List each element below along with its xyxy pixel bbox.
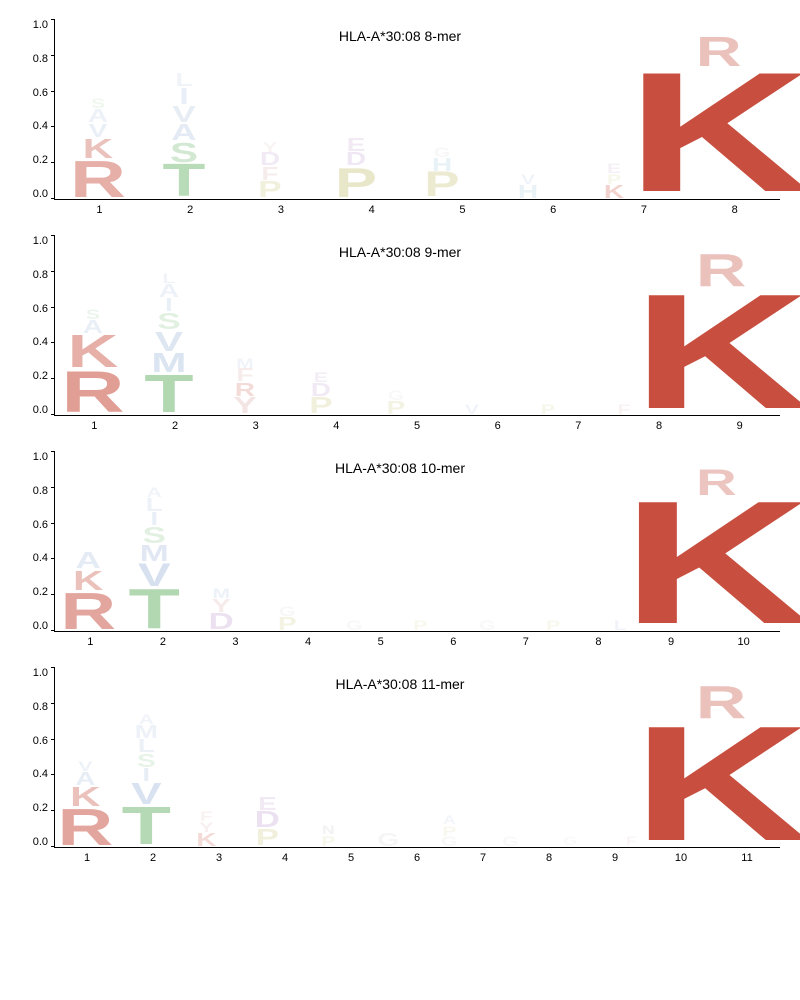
y-tick-label: 0.8	[33, 54, 48, 65]
sequence-logo-panels: HLA-A*30:08 8-mer1.00.80.60.40.20.0RKVAS…	[20, 20, 780, 864]
logo-letter: R	[632, 253, 800, 289]
y-tick-label: 1.0	[33, 452, 48, 463]
x-tick-label: 5	[344, 632, 417, 648]
x-tick-label: 7	[490, 632, 563, 648]
plot-area: RKVASTSAVILPFDYPDEPHGHVKPEKR	[54, 20, 780, 200]
columns: RKAVTVISLMAKYFPDEPNGGPAGGFKR	[55, 668, 780, 847]
plot-area: RKATVMSILADYMPGGPGPLKR	[54, 452, 780, 632]
logo-letter: E	[222, 797, 313, 811]
y-tick-label: 1.0	[33, 668, 48, 679]
logo-letter: V	[105, 563, 205, 588]
x-tick-label: 3	[186, 848, 252, 864]
logo-letter: S	[112, 312, 226, 330]
logo-column: P	[510, 236, 586, 415]
logo-letter: G	[339, 390, 453, 401]
logo-letter: V	[112, 330, 226, 352]
logo-letter: K	[622, 496, 800, 631]
logo-column: GPA	[419, 668, 480, 847]
logo-letter: S	[105, 527, 205, 545]
logo-column: G	[321, 452, 387, 631]
y-tick-label: 1.0	[33, 20, 48, 31]
logo-column: PDE	[237, 668, 298, 847]
columns: RKASTMVSIALYRFMPDEPGVPFKR	[55, 236, 780, 415]
x-tick-label: 3	[236, 200, 327, 216]
x-tick-label: 7	[450, 848, 516, 864]
logo-panel: HLA-A*30:08 9-mer1.00.80.60.40.20.0RKAST…	[20, 236, 780, 432]
logo-column: P	[387, 452, 453, 631]
logo-letter: G	[377, 147, 506, 158]
logo-panel: HLA-A*30:08 11-mer1.00.80.60.40.20.0RKAV…	[20, 668, 780, 864]
panel-title: HLA-A*30:08 9-mer	[339, 244, 461, 260]
logo-letter: P	[404, 825, 495, 836]
logo-letter: K	[632, 721, 800, 847]
plot-area: RKAVTVISLMAKYFPDEPNGGPAGGFKR	[54, 668, 780, 848]
logo-column: KR	[657, 20, 780, 199]
logo-letter: L	[112, 273, 226, 284]
chart-area: 1.00.80.60.40.20.0RKAVTVISLMAKYFPDEPNGGP…	[20, 668, 780, 848]
x-tick-label: 3	[199, 632, 272, 648]
logo-letter: M	[188, 357, 302, 368]
panel-title: HLA-A*30:08 8-mer	[339, 28, 461, 44]
x-tick-label: 6	[417, 632, 490, 648]
x-tick-label: 7	[538, 416, 619, 432]
x-tick-label: 4	[252, 848, 318, 864]
logo-letter: G	[238, 606, 338, 617]
logo-column: KR	[662, 236, 780, 415]
logo-letter: K	[632, 289, 800, 415]
x-tick-label: 3	[215, 416, 296, 432]
logo-letter: A	[101, 714, 192, 725]
y-tick-label: 0.8	[33, 270, 48, 281]
logo-panel: HLA-A*30:08 8-mer1.00.80.60.40.20.0RKVAS…	[20, 20, 780, 216]
logo-letter: K	[626, 68, 800, 199]
y-tick-label: 0.8	[33, 702, 48, 713]
panel-title: HLA-A*30:08 11-mer	[336, 676, 465, 692]
plot-area: RKASTMVSIALYRFMPDEPGVPFKR	[54, 236, 780, 416]
chart-area: 1.00.80.60.40.20.0RKASTMVSIALYRFMPDEPGVP…	[20, 236, 780, 416]
columns: RKVASTSAVILPFDYPDEPHGHVKPEKR	[55, 20, 780, 199]
columns: RKATVMSILADYMPGGPGPLKR	[55, 452, 780, 631]
logo-letter: A	[404, 816, 495, 825]
x-tick-label: 4	[296, 416, 377, 432]
x-tick-label: 6	[384, 848, 450, 864]
x-tick-label: 8	[516, 848, 582, 864]
logo-letter: V	[101, 782, 192, 805]
y-tick-label: 0.6	[33, 736, 48, 747]
logo-column: G	[454, 452, 520, 631]
logo-column: KR	[653, 452, 780, 631]
logo-letter: E	[264, 372, 378, 383]
chart-area: 1.00.80.60.40.20.0RKATVMSILADYMPGGPGPLKR	[20, 452, 780, 632]
logo-letter: A	[105, 487, 205, 498]
logo-column: P	[520, 452, 586, 631]
panel-title: HLA-A*30:08 10-mer	[335, 460, 465, 476]
x-tick-label: 4	[272, 632, 345, 648]
logo-column: PHG	[399, 20, 485, 199]
x-tick-label: 6	[457, 416, 538, 432]
x-tick-label: 5	[318, 848, 384, 864]
y-tick-label: 0.6	[33, 88, 48, 99]
logo-column: PDE	[283, 236, 359, 415]
logo-letter: R	[632, 685, 800, 721]
logo-column: G	[540, 668, 601, 847]
logo-letter: R	[622, 467, 800, 496]
x-tick-label: 5	[377, 416, 458, 432]
x-tick-label: 6	[508, 200, 599, 216]
logo-letter: I	[119, 87, 248, 105]
y-tick-label: 0.8	[33, 486, 48, 497]
logo-column: V	[434, 236, 510, 415]
logo-letter: R	[626, 35, 800, 67]
chart-area: 1.00.80.60.40.20.0RKVASTSAVILPFDYPDEPHGH…	[20, 20, 780, 200]
logo-panel: HLA-A*30:08 10-mer1.00.80.60.40.20.0RKAT…	[20, 452, 780, 648]
logo-letter: M	[171, 588, 271, 599]
y-tick-label: 1.0	[33, 236, 48, 247]
logo-column: KR	[662, 668, 780, 847]
logo-letter: L	[119, 73, 248, 87]
y-tick-label: 0.6	[33, 520, 48, 531]
